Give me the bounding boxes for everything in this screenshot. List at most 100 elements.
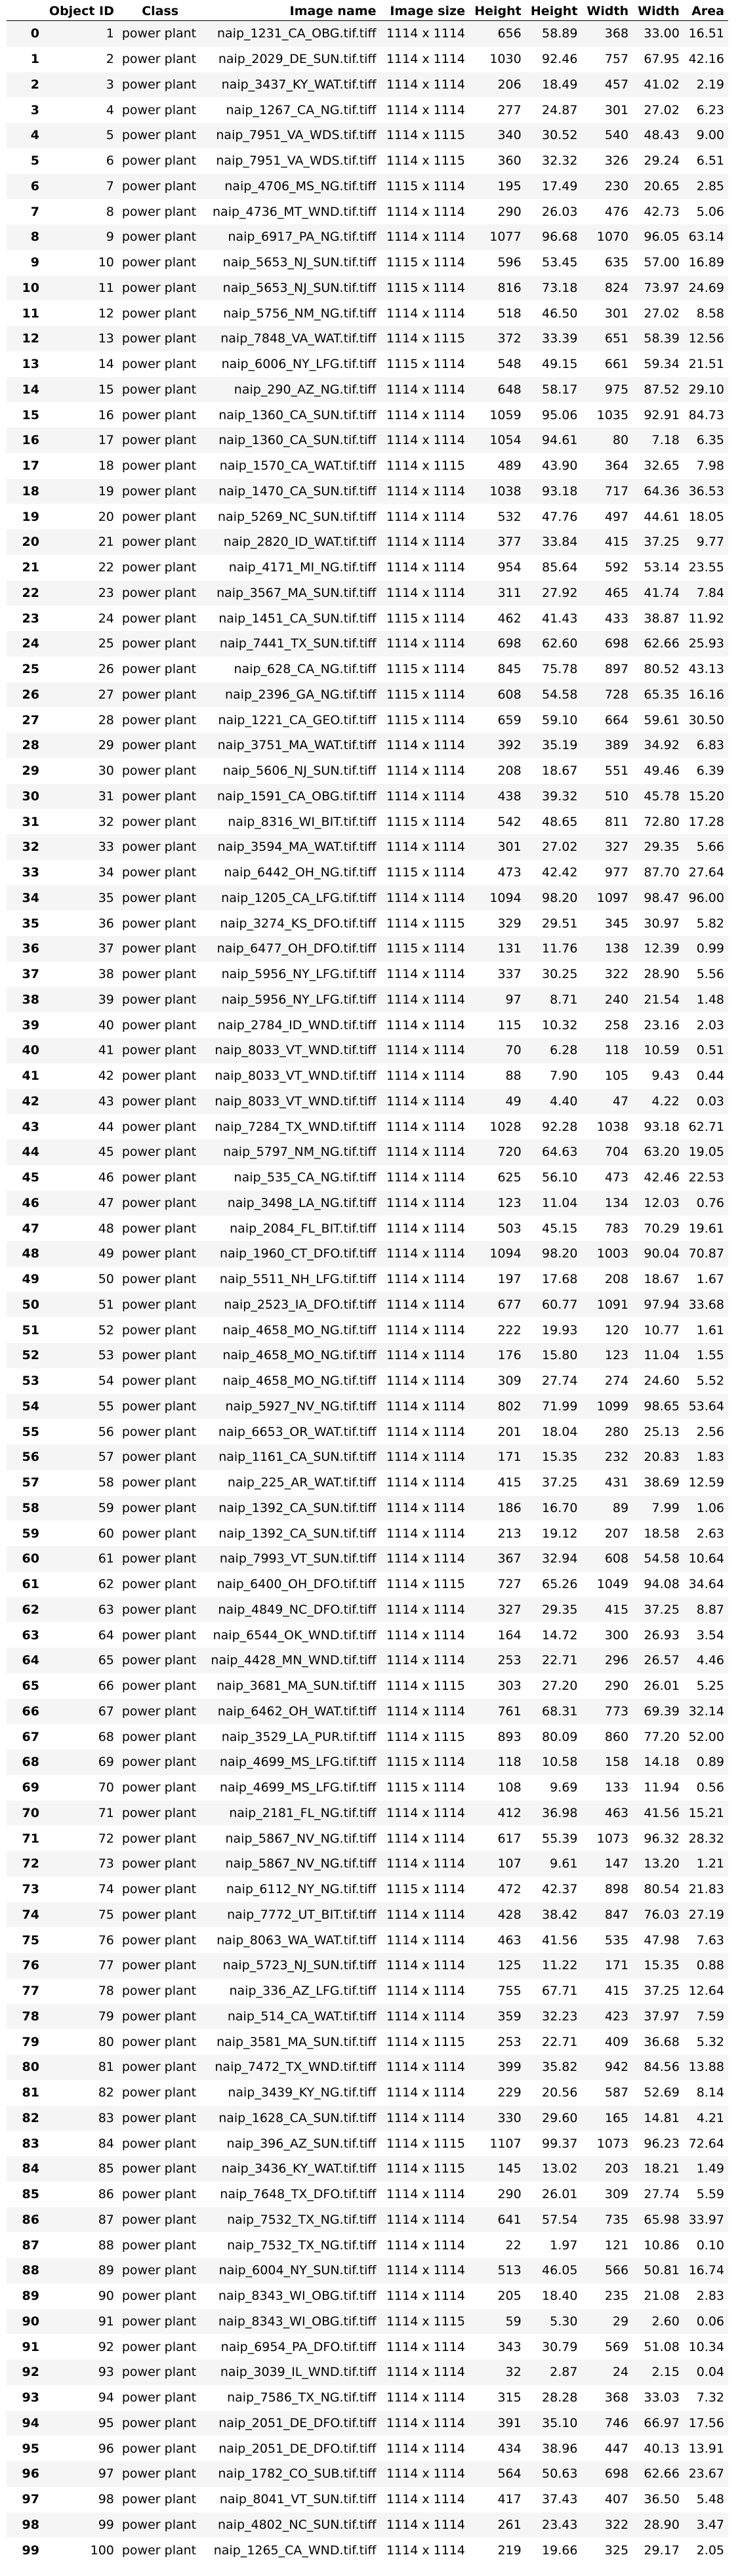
cell-height-pct: 17.68 — [525, 1266, 582, 1292]
cell-class: power plant — [117, 1495, 203, 1521]
cell-image-size: 1114 x 1114 — [380, 1444, 469, 1470]
cell-width-px: 1091 — [581, 1292, 633, 1318]
cell-height-px: 253 — [468, 2029, 525, 2055]
cell-object-id: 2 — [43, 46, 118, 72]
table-row: 50 51 power plant naip_2523_IA_DFO.tif.tiff… — [7, 1292, 728, 1318]
cell-object-id: 41 — [43, 1038, 118, 1063]
cell-height-pct: 7.90 — [525, 1063, 582, 1089]
cell-area: 19.05 — [683, 1139, 728, 1165]
cell-area: 42.16 — [683, 46, 728, 72]
cell-width-px: 89 — [581, 1495, 633, 1521]
cell-height-pct: 49.15 — [525, 351, 582, 377]
cell-width-pct: 38.87 — [632, 605, 684, 631]
cell-width-pct: 37.25 — [632, 529, 684, 555]
header-area: Area — [683, 2, 728, 21]
cell-class: power plant — [117, 1698, 203, 1725]
cell-width-px: 824 — [581, 275, 633, 301]
cell-area: 17.56 — [683, 2410, 728, 2436]
cell-image-name: naip_2084_FL_BIT.tif.tiff — [202, 1216, 380, 1241]
cell-object-id: 55 — [43, 1393, 118, 1420]
cell-class: power plant — [117, 1063, 203, 1089]
cell-image-size: 1114 x 1114 — [380, 300, 469, 326]
cell-height-px: 311 — [468, 580, 525, 606]
cell-width-px: 566 — [581, 2258, 633, 2283]
cell-height-px: 372 — [468, 326, 525, 352]
cell-area: 0.04 — [683, 2360, 728, 2385]
cell-class: power plant — [117, 1648, 203, 1673]
cell-row-index: 23 — [7, 605, 43, 631]
cell-width-px: 133 — [581, 1774, 633, 1801]
cell-image-size: 1114 x 1115 — [380, 326, 469, 352]
cell-row-index: 42 — [7, 1088, 43, 1114]
cell-row-index: 7 — [7, 199, 43, 224]
cell-height-px: 277 — [468, 97, 525, 123]
table-row: 7 8 power plant naip_4736_MT_WND.tif.tiff 11… — [7, 199, 728, 224]
cell-width-px: 704 — [581, 1139, 633, 1165]
table-row: 44 45 power plant naip_5797_NM_NG.tif.tiff 1… — [7, 1139, 728, 1165]
cell-image-name: naip_1470_CA_SUN.tif.tiff — [202, 478, 380, 504]
cell-image-size: 1114 x 1115 — [380, 2308, 469, 2335]
cell-height-px: 513 — [468, 2258, 525, 2283]
cell-image-size: 1114 x 1114 — [380, 1393, 469, 1420]
cell-area: 5.56 — [683, 961, 728, 987]
cell-height-px: 473 — [468, 859, 525, 886]
cell-image-name: naip_6462_OH_WAT.tif.tiff — [202, 1698, 380, 1725]
cell-image-name: naip_2029_DE_SUN.tif.tiff — [202, 46, 380, 72]
cell-height-pct: 11.76 — [525, 936, 582, 962]
cell-width-px: 121 — [581, 2232, 633, 2258]
cell-height-pct: 16.70 — [525, 1495, 582, 1521]
cell-width-pct: 2.60 — [632, 2308, 684, 2335]
cell-area: 7.32 — [683, 2384, 728, 2411]
cell-image-name: naip_7441_TX_SUN.tif.tiff — [202, 631, 380, 657]
cell-height-px: 677 — [468, 1292, 525, 1318]
cell-object-id: 82 — [43, 2079, 118, 2106]
cell-area: 17.28 — [683, 809, 728, 834]
cell-class: power plant — [117, 1927, 203, 1953]
cell-height-px: 415 — [468, 1469, 525, 1496]
cell-object-id: 90 — [43, 2283, 118, 2309]
cell-height-px: 70 — [468, 1038, 525, 1063]
table-row: 20 21 power plant naip_2820_ID_WAT.tif.tiff… — [7, 529, 728, 555]
cell-height-px: 720 — [468, 1139, 525, 1165]
cell-width-pct: 51.08 — [632, 2334, 684, 2360]
cell-width-px: 368 — [581, 20, 633, 47]
cell-class: power plant — [117, 2055, 203, 2080]
cell-image-name: naip_5606_NJ_SUN.tif.tiff — [202, 758, 380, 784]
table-row: 63 64 power plant naip_6544_OK_WND.tif.tiff… — [7, 1622, 728, 1648]
cell-object-id: 45 — [43, 1139, 118, 1165]
cell-image-size: 1114 x 1114 — [380, 2258, 469, 2283]
cell-area: 16.74 — [683, 2258, 728, 2283]
table-row: 51 52 power plant naip_4658_MO_NG.tif.tiff 1… — [7, 1317, 728, 1343]
cell-class: power plant — [117, 173, 203, 199]
cell-height-px: 197 — [468, 1266, 525, 1292]
cell-height-pct: 42.37 — [525, 1876, 582, 1902]
cell-object-id: 67 — [43, 1698, 118, 1725]
cell-image-size: 1114 x 1114 — [380, 1038, 469, 1063]
cell-width-pct: 11.04 — [632, 1343, 684, 1368]
cell-image-size: 1114 x 1114 — [380, 1495, 469, 1521]
cell-class: power plant — [117, 834, 203, 860]
cell-row-index: 14 — [7, 377, 43, 403]
cell-image-size: 1114 x 1114 — [380, 478, 469, 504]
cell-height-pct: 65.26 — [525, 1571, 582, 1597]
cell-row-index: 65 — [7, 1673, 43, 1699]
cell-width-pct: 27.02 — [632, 97, 684, 123]
table-row: 24 25 power plant naip_7441_TX_SUN.tif.tiff… — [7, 631, 728, 657]
table-row: 77 78 power plant naip_336_AZ_LFG.tif.tiff 1… — [7, 1978, 728, 2004]
cell-object-id: 77 — [43, 1953, 118, 1978]
cell-height-pct: 17.49 — [525, 173, 582, 199]
table-row: 40 41 power plant naip_8033_VT_WND.tif.tiff… — [7, 1038, 728, 1063]
cell-image-name: naip_1628_CA_SUN.tif.tiff — [202, 2105, 380, 2131]
cell-area: 5.48 — [683, 2486, 728, 2512]
table-row: 10 11 power plant naip_5653_NJ_SUN.tif.tiff… — [7, 275, 728, 301]
header-width-px: Width — [581, 2, 633, 21]
cell-image-name: naip_1451_CA_SUN.tif.tiff — [202, 605, 380, 631]
cell-height-pct: 41.56 — [525, 1927, 582, 1953]
cell-width-pct: 38.69 — [632, 1469, 684, 1496]
header-row: Object ID Class Image name Image size He… — [7, 2, 728, 21]
cell-image-name: naip_6006_NY_LFG.tif.tiff — [202, 351, 380, 377]
cell-width-pct: 44.61 — [632, 504, 684, 529]
cell-image-size: 1114 x 1114 — [380, 1317, 469, 1343]
cell-object-id: 69 — [43, 1749, 118, 1775]
cell-image-size: 1114 x 1114 — [380, 1953, 469, 1978]
